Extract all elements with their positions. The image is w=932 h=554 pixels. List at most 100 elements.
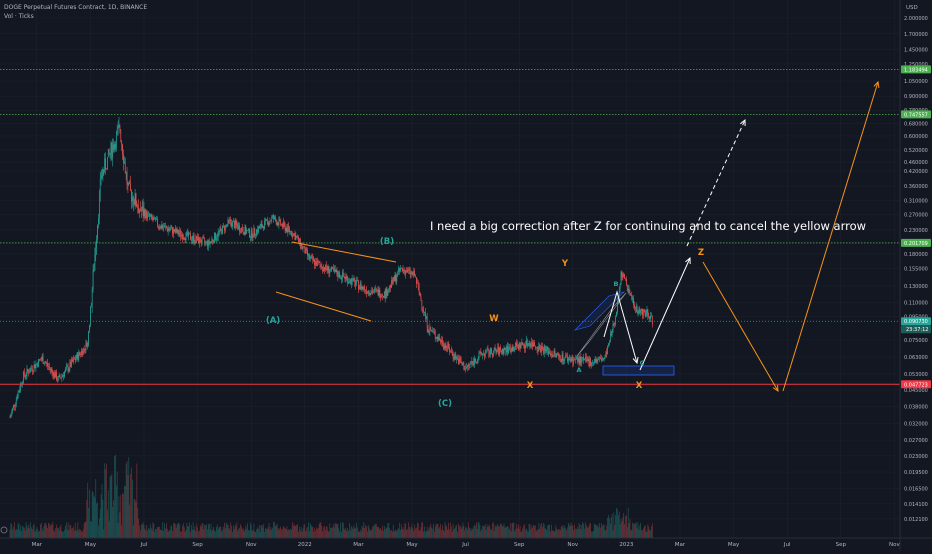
- candle-body: [512, 346, 514, 351]
- volume-bar: [332, 527, 333, 538]
- candle-body: [619, 283, 621, 288]
- volume-bar: [484, 524, 486, 538]
- candle-body: [324, 267, 325, 271]
- candle-body: [207, 241, 208, 247]
- x-tick-label: Nov: [246, 542, 257, 548]
- volume-bar: [500, 524, 502, 538]
- volume-bar: [341, 522, 343, 538]
- volume-bar: [188, 526, 190, 538]
- price-level-tag: [901, 238, 931, 247]
- volume-bar: [37, 529, 39, 538]
- volume-bar: [87, 482, 89, 538]
- volume-bar: [650, 530, 651, 538]
- candle-body: [253, 228, 255, 237]
- candle-body: [562, 354, 564, 361]
- x-tick-label: Jul: [783, 542, 791, 548]
- volume-bar: [470, 530, 472, 538]
- candle-body: [333, 268, 334, 271]
- candle-body: [633, 298, 634, 305]
- volume-bar: [345, 527, 347, 538]
- candle-body: [208, 240, 210, 244]
- candle-body: [171, 227, 173, 229]
- volume-bar: [612, 530, 614, 538]
- y-tick-label: 0.075000: [904, 338, 928, 344]
- volume-bar: [545, 528, 547, 538]
- volume-bar: [246, 528, 248, 538]
- volume-bar: [419, 530, 421, 538]
- white-abc-arrow: [603, 290, 638, 364]
- candle-body: [366, 290, 367, 294]
- price-axis[interactable]: USD2.0000001.7000001.4500001.2500001.050…: [899, 0, 932, 550]
- volume-bar: [41, 528, 43, 538]
- price-level-label: 0.090730: [904, 319, 928, 325]
- candle-body: [433, 331, 435, 332]
- volume-bar: [313, 531, 315, 538]
- candle-body: [357, 280, 358, 281]
- candle-body: [343, 276, 345, 278]
- volume-bar: [126, 461, 128, 538]
- candle-body: [134, 193, 136, 205]
- candle-body: [617, 301, 618, 312]
- x-tick-label: May: [406, 542, 418, 548]
- candle-body: [87, 345, 89, 347]
- volume-bar: [221, 531, 223, 538]
- volume-bar: [630, 530, 632, 538]
- candle-body: [221, 229, 223, 234]
- time-axis[interactable]: Mar May Jul Sep Nov 2022 Mar May Jul Sep Nov 2023 Ma…: [0, 526, 932, 548]
- candle-body: [16, 398, 18, 399]
- x-tick-label: Mar: [32, 542, 43, 548]
- volume-bar: [191, 529, 193, 538]
- volume-bar: [413, 531, 415, 538]
- candle-body: [132, 196, 134, 204]
- candle-body: [464, 369, 466, 371]
- candle-body: [79, 352, 81, 355]
- volume-bar: [525, 529, 526, 538]
- candle-body: [539, 344, 541, 347]
- candle-body: [517, 344, 519, 349]
- x-tick-label: 2022: [298, 542, 312, 548]
- volume-bar: [262, 527, 264, 538]
- candle-body: [241, 227, 243, 231]
- volume-bar: [40, 524, 41, 538]
- candle-body: [155, 217, 156, 220]
- volume-bar: [187, 526, 189, 538]
- volume-bar: [24, 530, 26, 538]
- volume-bar: [31, 529, 33, 538]
- volume-bar: [378, 527, 380, 538]
- candle-body: [111, 143, 113, 158]
- candle-body: [505, 349, 507, 352]
- volume-bar: [281, 529, 282, 538]
- volume-bar: [450, 522, 451, 538]
- volume-bar: [33, 523, 35, 538]
- volume-bar: [371, 529, 373, 538]
- candle-body: [422, 307, 424, 310]
- volume-bar: [474, 524, 475, 538]
- candle-body: [396, 276, 398, 282]
- candle-body: [525, 339, 527, 346]
- countdown-tag: [901, 325, 931, 334]
- candle-body: [468, 364, 470, 366]
- volume-bar: [163, 530, 165, 538]
- volume-bar: [26, 525, 28, 538]
- volume-bar: [337, 523, 339, 538]
- white-rally-arrow: [639, 257, 691, 371]
- candle-body: [307, 250, 308, 256]
- candle-body: [598, 357, 600, 360]
- candle-body: [18, 391, 20, 393]
- candle-body: [548, 351, 550, 355]
- volume-bar: [300, 526, 302, 538]
- volume-bar: [149, 529, 150, 538]
- candle-body: [239, 225, 240, 232]
- candle-body: [451, 350, 453, 353]
- volume-bar: [561, 527, 563, 538]
- candle-body: [99, 179, 101, 194]
- volume-bar: [554, 531, 556, 538]
- volume-bar: [98, 525, 99, 538]
- volume-bar: [241, 529, 243, 538]
- candle-body: [429, 326, 431, 332]
- volume-bar: [490, 529, 491, 538]
- candle-body: [207, 240, 209, 247]
- volume-bar: [62, 531, 64, 538]
